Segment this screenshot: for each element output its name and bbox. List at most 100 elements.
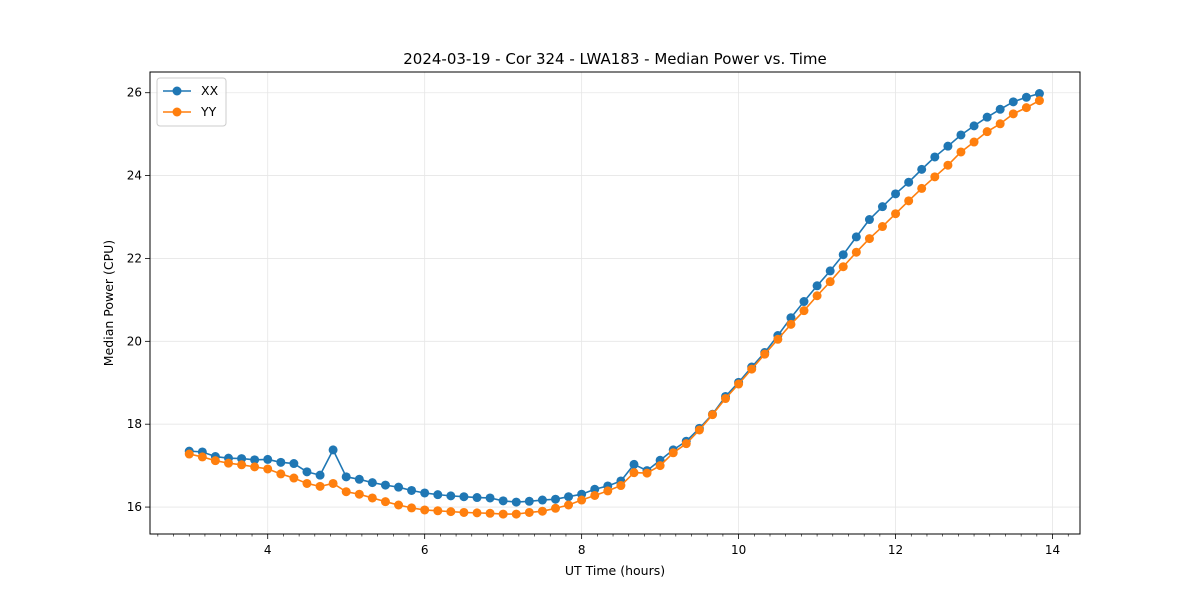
data-point-yy <box>184 449 194 459</box>
data-point-yy <box>328 478 338 488</box>
data-point-yy <box>1034 96 1044 106</box>
data-point-xx <box>420 488 430 498</box>
data-point-xx <box>380 480 390 490</box>
data-point-xx <box>276 457 286 467</box>
legend-label-yy: YY <box>200 104 217 119</box>
x-tick-label: 8 <box>578 543 586 557</box>
data-point-yy <box>407 503 417 513</box>
data-point-xx <box>263 454 273 464</box>
data-point-xx <box>982 112 992 122</box>
data-point-yy <box>511 509 521 519</box>
data-point-yy <box>799 306 809 316</box>
data-point-yy <box>1008 109 1018 119</box>
x-tick-label: 6 <box>421 543 429 557</box>
series-yy <box>184 96 1044 519</box>
data-point-xx <box>799 297 809 307</box>
data-point-yy <box>472 508 482 518</box>
data-point-yy <box>498 509 508 519</box>
data-point-xx <box>302 467 312 477</box>
data-point-yy <box>721 394 730 404</box>
data-point-yy <box>786 319 796 329</box>
data-point-yy <box>655 461 665 471</box>
data-point-yy <box>760 349 770 359</box>
data-point-xx <box>969 121 979 131</box>
data-point-xx <box>407 485 417 495</box>
data-point-xx <box>995 104 1005 114</box>
legend-entry-xx: XX <box>163 83 219 98</box>
y-tick-label: 18 <box>127 417 142 431</box>
data-point-yy <box>590 490 600 500</box>
y-tick-label: 26 <box>127 86 142 100</box>
data-point-yy <box>197 452 207 462</box>
data-point-xx <box>367 478 377 488</box>
data-point-yy <box>446 507 456 517</box>
data-point-xx <box>341 472 351 482</box>
data-point-yy <box>210 456 220 466</box>
data-point-yy <box>380 497 390 507</box>
data-point-xx <box>237 454 247 464</box>
data-point-yy <box>668 448 678 458</box>
data-point-yy <box>629 468 639 478</box>
data-point-yy <box>864 234 874 244</box>
x-tick-label: 10 <box>731 543 746 557</box>
data-point-xx <box>328 445 338 455</box>
data-point-yy <box>707 410 717 420</box>
data-point-xx <box>877 202 887 212</box>
chart-title: 2024-03-19 - Cor 324 - LWA183 - Median P… <box>403 50 827 68</box>
x-axis-label: UT Time (hours) <box>565 563 665 578</box>
data-point-yy <box>276 469 286 479</box>
data-point-xx <box>485 493 495 503</box>
data-point-yy <box>904 196 914 206</box>
data-point-yy <box>564 500 574 510</box>
legend-label-xx: XX <box>201 83 219 98</box>
data-point-xx <box>250 455 260 465</box>
data-point-xx <box>446 491 456 501</box>
data-point-yy <box>263 464 273 474</box>
data-point-yy <box>223 458 233 468</box>
y-tick-label: 24 <box>127 169 142 183</box>
series-xx <box>184 89 1044 507</box>
data-point-yy <box>354 489 364 499</box>
data-point-yy <box>315 481 325 491</box>
legend: XX YY <box>156 77 227 127</box>
data-point-yy <box>838 262 848 272</box>
y-tick-label: 22 <box>127 251 142 265</box>
data-point-yy <box>289 473 299 483</box>
x-tick-label: 12 <box>888 543 903 557</box>
data-point-xx <box>629 459 639 469</box>
data-point-yy <box>969 137 979 147</box>
data-point-yy <box>812 291 822 301</box>
data-point-xx <box>564 492 574 502</box>
data-point-yy <box>433 506 443 516</box>
data-point-xx <box>315 470 325 480</box>
data-point-yy <box>250 462 260 472</box>
data-point-xx <box>864 215 874 225</box>
data-point-yy <box>341 487 351 497</box>
data-point-xx <box>1021 92 1031 102</box>
data-point-xx <box>838 250 848 260</box>
data-point-yy <box>616 481 626 491</box>
data-point-xx <box>433 490 443 500</box>
data-point-yy <box>995 119 1005 129</box>
data-point-yy <box>877 222 887 232</box>
data-point-xx <box>786 313 796 323</box>
data-point-yy <box>773 334 783 344</box>
data-point-xx <box>825 266 835 276</box>
data-point-xx <box>498 496 508 506</box>
data-point-xx <box>1034 89 1044 99</box>
data-point-yy <box>694 425 704 435</box>
data-point-xx <box>524 496 534 506</box>
data-point-xx <box>289 459 299 469</box>
data-point-yy <box>551 503 561 513</box>
data-point-xx <box>459 492 469 502</box>
data-point-yy <box>394 500 404 510</box>
data-point-yy <box>537 506 547 516</box>
data-point-xx <box>590 484 600 494</box>
data-point-yy <box>459 507 469 517</box>
data-point-xx <box>956 130 966 140</box>
data-point-yy <box>237 460 247 470</box>
data-point-yy <box>851 247 861 257</box>
data-point-xx <box>1008 97 1018 107</box>
data-point-yy <box>734 379 744 389</box>
